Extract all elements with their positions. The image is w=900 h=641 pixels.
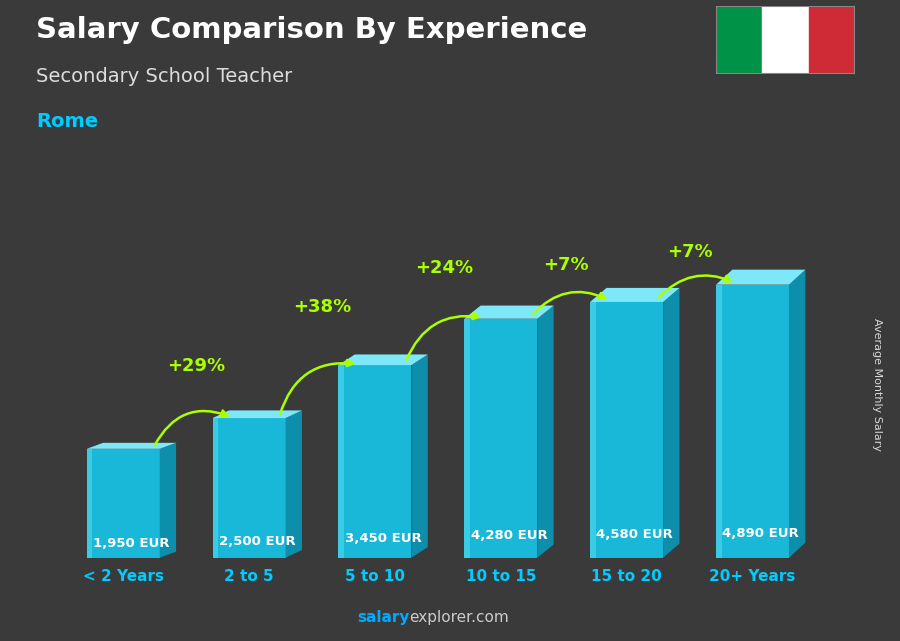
Text: explorer.com: explorer.com xyxy=(410,610,509,625)
Text: Rome: Rome xyxy=(36,112,98,131)
Bar xyxy=(808,6,855,74)
Polygon shape xyxy=(789,270,806,558)
Polygon shape xyxy=(464,319,470,558)
Text: 1,950 EUR: 1,950 EUR xyxy=(94,537,169,550)
Polygon shape xyxy=(338,354,427,365)
Polygon shape xyxy=(590,288,680,302)
Text: 4,580 EUR: 4,580 EUR xyxy=(597,528,673,541)
Text: 2,500 EUR: 2,500 EUR xyxy=(219,535,295,548)
Text: salary: salary xyxy=(357,610,410,625)
Text: +24%: +24% xyxy=(415,259,473,277)
Polygon shape xyxy=(590,302,596,558)
Text: 4,890 EUR: 4,890 EUR xyxy=(723,527,799,540)
Polygon shape xyxy=(590,302,663,558)
Text: +7%: +7% xyxy=(544,256,589,274)
Polygon shape xyxy=(86,443,176,449)
Polygon shape xyxy=(159,443,176,558)
Polygon shape xyxy=(464,319,537,558)
Text: Salary Comparison By Experience: Salary Comparison By Experience xyxy=(36,16,587,44)
Bar xyxy=(716,6,762,74)
Text: 4,280 EUR: 4,280 EUR xyxy=(471,529,547,542)
Polygon shape xyxy=(212,410,302,418)
Text: +38%: +38% xyxy=(292,298,351,316)
Polygon shape xyxy=(338,365,411,558)
Text: 3,450 EUR: 3,450 EUR xyxy=(345,532,421,545)
Bar xyxy=(762,6,808,74)
Polygon shape xyxy=(537,306,554,558)
Polygon shape xyxy=(338,365,344,558)
Polygon shape xyxy=(86,449,159,558)
Polygon shape xyxy=(212,418,285,558)
Text: +29%: +29% xyxy=(167,356,225,374)
Polygon shape xyxy=(464,306,554,319)
Polygon shape xyxy=(212,418,218,558)
Polygon shape xyxy=(86,449,93,558)
Text: Secondary School Teacher: Secondary School Teacher xyxy=(36,67,292,87)
Polygon shape xyxy=(411,354,428,558)
Polygon shape xyxy=(716,270,806,285)
Polygon shape xyxy=(716,285,789,558)
Polygon shape xyxy=(716,285,722,558)
Text: +7%: +7% xyxy=(667,243,713,261)
Polygon shape xyxy=(285,410,302,558)
Polygon shape xyxy=(663,288,680,558)
Text: Average Monthly Salary: Average Monthly Salary xyxy=(872,318,883,451)
